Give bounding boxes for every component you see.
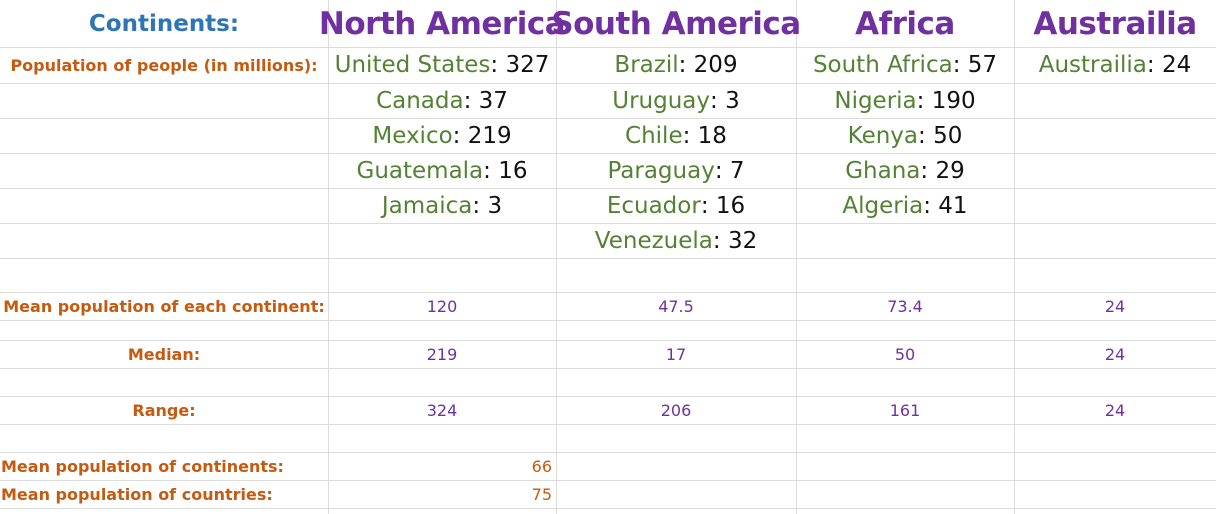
continent-header-south-america: South America <box>551 5 801 42</box>
country-cell: Chile: 18 <box>625 122 727 149</box>
country-cell: Algeria: 41 <box>842 192 968 219</box>
continent-header-austrailia: Austrailia <box>1033 5 1197 42</box>
grid-row-line <box>0 340 1216 341</box>
grid-row-line <box>0 118 1216 119</box>
country-name: Jamaica <box>381 192 473 219</box>
grid-row-line <box>0 508 1216 509</box>
mean-countries-value: 75 <box>531 484 552 504</box>
grid-row-line <box>0 223 1216 224</box>
grid-row-line <box>0 292 1216 293</box>
country-cell: South Africa: 57 <box>812 52 998 78</box>
stat-value: 47.5 <box>658 296 694 316</box>
stat-value: 73.4 <box>887 296 923 316</box>
country-name: Kenya <box>847 122 919 149</box>
country-value: 32 <box>727 227 758 254</box>
mean-label: Mean population of each continent: <box>3 296 325 316</box>
mean-countries-label: Mean population of countries: <box>1 484 273 504</box>
country-value: 3 <box>487 192 503 219</box>
country-value: 16 <box>498 157 528 184</box>
stat-value: 120 <box>426 296 458 316</box>
country-cell: Ecuador: 16 <box>606 192 746 219</box>
country-value: 327 <box>505 52 550 78</box>
country-value: 190 <box>931 87 976 114</box>
country-name: Ecuador <box>606 192 701 219</box>
stat-value: 24 <box>1104 344 1126 364</box>
country-value: 37 <box>478 87 508 114</box>
country-name: South Africa <box>812 52 953 78</box>
stat-value: 50 <box>894 344 916 364</box>
range-label: Range: <box>132 400 196 420</box>
country-cell: Brazil: 209 <box>614 52 738 78</box>
country-name: Paraguay <box>607 157 715 184</box>
country-value: 18 <box>697 122 727 149</box>
country-value: 50 <box>933 122 963 149</box>
grid-row-line <box>0 83 1216 84</box>
grid-column-line <box>556 0 557 514</box>
stat-value: 324 <box>426 400 458 420</box>
grid-row-line <box>0 320 1216 321</box>
stat-value: 24 <box>1104 296 1126 316</box>
continent-header-africa: Africa <box>855 5 955 42</box>
country-cell: Nigeria: 190 <box>834 87 976 114</box>
country-name: Canada <box>376 87 464 114</box>
country-cell: Mexico: 219 <box>372 122 512 149</box>
country-name: Venezuela <box>594 227 713 254</box>
country-cell: Jamaica: 3 <box>381 192 503 219</box>
country-name: Brazil <box>614 52 679 78</box>
country-cell: Austrailia: 24 <box>1038 52 1192 78</box>
country-cell: United States: 327 <box>334 52 550 78</box>
country-name: Mexico <box>372 122 453 149</box>
continent-header-north-america: North America <box>318 5 566 42</box>
grid-row-line <box>0 452 1216 453</box>
country-value: 7 <box>729 157 745 184</box>
continents-header: Continents: <box>88 10 240 37</box>
country-cell: Canada: 37 <box>376 87 508 114</box>
grid-row-line <box>0 258 1216 259</box>
median-label: Median: <box>127 344 201 364</box>
stat-value: 219 <box>426 344 458 364</box>
country-name: United States <box>334 52 491 78</box>
country-cell: Venezuela: 32 <box>594 227 758 254</box>
grid-row-line <box>0 188 1216 189</box>
country-name: Uruguay <box>612 87 711 114</box>
grid-row-line <box>0 396 1216 397</box>
country-cell: Kenya: 50 <box>847 122 963 149</box>
grid-row-line <box>0 47 1216 48</box>
grid-column-line <box>796 0 797 514</box>
country-value: 16 <box>715 192 746 219</box>
country-cell: Uruguay: 3 <box>612 87 740 114</box>
country-cell: Guatemala: 16 <box>356 157 528 184</box>
country-name: Chile <box>625 122 683 149</box>
grid-row-line <box>0 424 1216 425</box>
mean-continents-value: 66 <box>531 456 552 476</box>
country-value: 209 <box>693 52 738 78</box>
population-label: Population of people (in millions): <box>10 55 318 75</box>
country-cell: Ghana: 29 <box>845 157 965 184</box>
country-value: 219 <box>467 122 512 149</box>
grid-row-line <box>0 480 1216 481</box>
stat-value: 17 <box>665 344 687 364</box>
country-name: Austrailia <box>1038 52 1147 78</box>
country-value: 24 <box>1161 52 1192 78</box>
grid-column-line <box>328 0 329 514</box>
grid-column-line <box>1014 0 1015 514</box>
country-value: 3 <box>725 87 740 114</box>
country-name: Nigeria <box>834 87 917 114</box>
country-name: Algeria <box>842 192 924 219</box>
stat-value: 24 <box>1104 400 1126 420</box>
stat-value: 206 <box>660 400 692 420</box>
country-value: 41 <box>938 192 968 219</box>
stat-value: 161 <box>889 400 921 420</box>
grid-row-line <box>0 153 1216 154</box>
country-value: 29 <box>935 157 965 184</box>
country-cell: Paraguay: 7 <box>607 157 745 184</box>
country-name: Guatemala <box>356 157 484 184</box>
country-name: Ghana <box>845 157 921 184</box>
grid-row-line <box>0 368 1216 369</box>
country-value: 57 <box>967 52 998 78</box>
mean-continents-label: Mean population of continents: <box>1 456 284 476</box>
